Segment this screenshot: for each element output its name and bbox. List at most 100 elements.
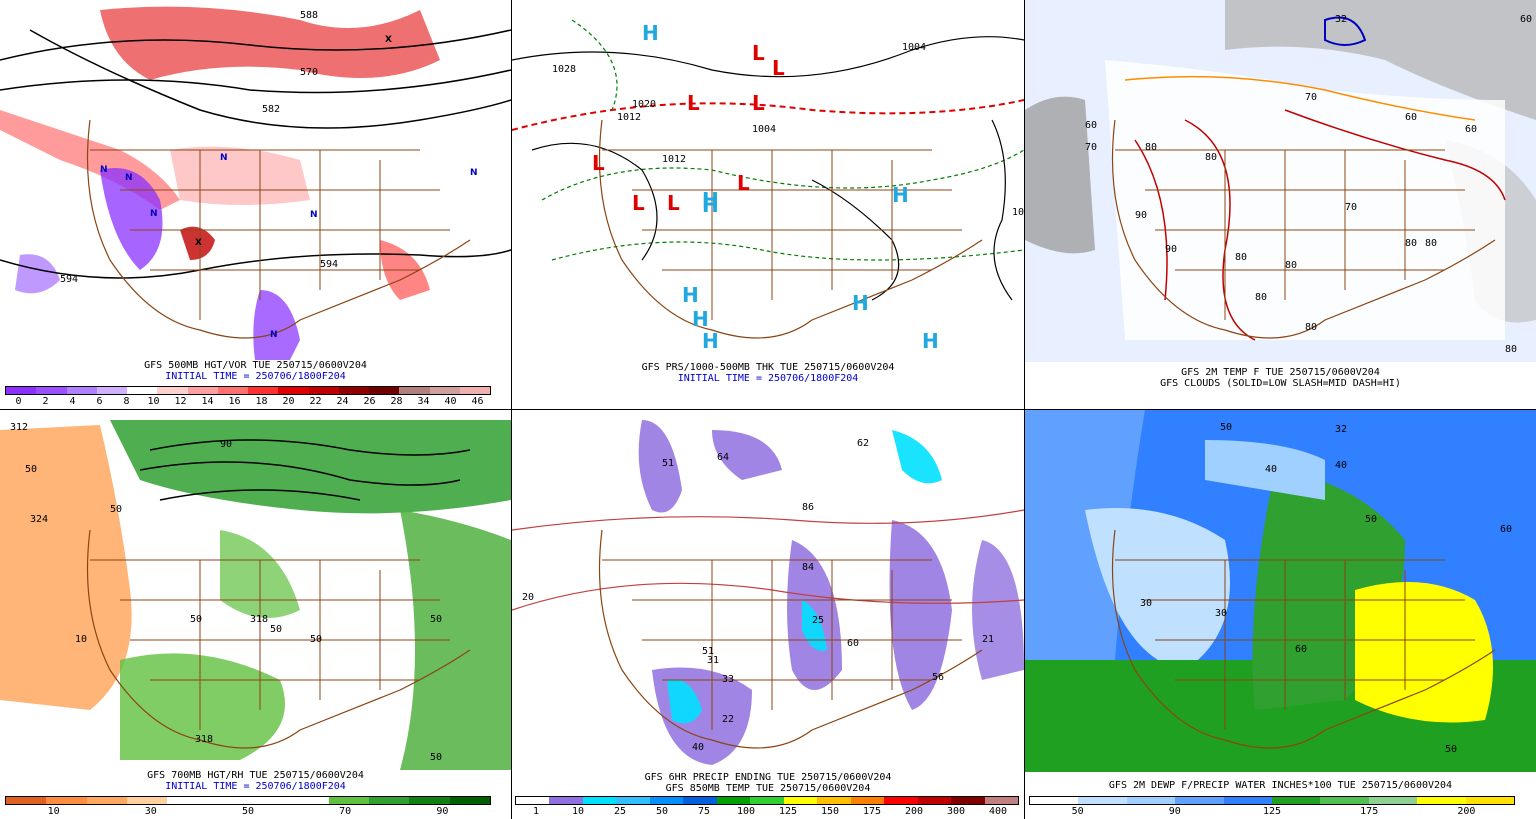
contour-label: 70 — [1345, 202, 1357, 213]
contour-label: 60 — [1500, 524, 1512, 535]
colorbar-tick-label: 1 — [532, 806, 540, 817]
colorbar-swatch — [817, 797, 851, 804]
colorbar-swatch — [549, 797, 583, 804]
colorbar-swatch — [1078, 797, 1127, 804]
colorbar-swatch — [46, 797, 87, 804]
contour-label: 80 — [1145, 142, 1157, 153]
low-pressure-marker: L — [632, 191, 645, 215]
map-symbol: N — [125, 173, 133, 183]
contour-label: 51 — [662, 458, 674, 469]
contour-label: 62 — [857, 438, 869, 449]
colorbar-swatch — [1417, 797, 1466, 804]
caption-line-2: INITIAL TIME = 250706/1800F204 — [165, 371, 346, 382]
colorbar-swatch — [217, 387, 248, 394]
caption-line-1: GFS 6HR PRECIP ENDING TUE 250715/0600V20… — [644, 772, 892, 783]
colorbar-swatch — [328, 797, 369, 804]
contour-label: 60 — [1520, 14, 1532, 25]
colorbar-swatch — [66, 387, 97, 394]
colorbar-ticks: 0 2 4 6 8 10 12 14 16 18 20 22 24 26 28 34 40 46 — [5, 396, 491, 408]
colorbar-tick-label: 125 — [778, 806, 798, 817]
contour-label: 1012 — [617, 112, 641, 123]
colorbar-swatch — [429, 387, 460, 394]
caption-line-1: GFS 2M TEMP F TUE 250715/0600V204 — [1181, 367, 1380, 378]
contour-label: 90 — [1165, 244, 1177, 255]
colorbar-tick-label: 16 — [228, 396, 241, 407]
high-pressure-marker: H — [682, 283, 699, 307]
caption-line-2: GFS CLOUDS (SOLID=LOW SLASH=MID DASH=HI) — [1160, 378, 1401, 389]
colorbar-tick-label: 30 — [144, 806, 157, 817]
contour-label: 80 — [1255, 292, 1267, 303]
contour-label: 25 — [812, 615, 824, 626]
contour-label: 70 — [1305, 92, 1317, 103]
colorbar-swatch — [1320, 797, 1369, 804]
contour-label: 86 — [802, 502, 814, 513]
low-pressure-marker: L — [592, 151, 605, 175]
contour-label: 50 — [25, 464, 37, 475]
contour-label: 30 — [1215, 608, 1227, 619]
map-symbol: N — [470, 168, 478, 178]
caption-line-2: INITIAL TIME = 250706/1800F204 — [165, 781, 346, 792]
colorbar-tick-label: 8 — [123, 396, 130, 407]
contour-label: 50 — [1365, 514, 1377, 525]
contour-label: 60 — [1465, 124, 1477, 135]
colorbar-swatch — [157, 387, 188, 394]
panel-divider-horizontal — [0, 409, 1536, 410]
colorbar-swatch — [6, 797, 47, 804]
contour-label: 50 — [270, 624, 282, 635]
caption-line-2: GFS 850MB TEMP TUE 250715/0600V204 — [665, 783, 871, 794]
caption-line-1: GFS PRS/1000-500MB THK TUE 250715/0600V2… — [641, 362, 895, 373]
contour-label: 594 — [60, 274, 78, 285]
colorbar-tick-label: 26 — [363, 396, 376, 407]
colorbar-ticks: 1 10 25 50 75 100 125 150 175 200 300 400 — [515, 806, 1019, 818]
colorbar-swatch — [127, 387, 158, 394]
colorbar-tick-label: 4 — [69, 396, 76, 407]
contour-label: 51 — [702, 646, 714, 657]
colorbar-swatch — [409, 797, 450, 804]
colorbar-tick-label: 14 — [201, 396, 214, 407]
colorbar-swatch — [399, 387, 430, 394]
contour-label: 56 — [932, 672, 944, 683]
contour-label: 60 — [1405, 112, 1417, 123]
panel-500mb-vorticity: 588 570 582 594 594 N N N N N N N X X GFS 500MB HGT/V… — [0, 0, 511, 409]
map-symbol: N — [150, 209, 158, 219]
colorbar-swatch — [1368, 797, 1418, 804]
colorbar-swatch — [750, 797, 784, 804]
contour-label: 80 — [1285, 260, 1297, 271]
contour-label: 60 — [1085, 120, 1097, 131]
contour-label: 1020 — [1012, 207, 1024, 218]
colorbar-swatch — [369, 387, 400, 394]
colorbar — [1029, 796, 1515, 805]
contour-label: 32 — [1335, 14, 1347, 25]
colorbar-tick-label: 75 — [697, 806, 711, 817]
colorbar — [5, 386, 491, 395]
colorbar-tick-label: 22 — [309, 396, 322, 407]
colorbar-tick-label: 100 — [736, 806, 756, 817]
low-pressure-marker: L — [667, 191, 680, 215]
colorbar-tick-label: 46 — [471, 396, 484, 407]
contour-label: 21 — [982, 634, 994, 645]
map-symbol: X — [385, 35, 392, 45]
contour-label: 10 — [75, 634, 87, 645]
contour-label: 40 — [1335, 460, 1347, 471]
low-pressure-marker: L — [752, 91, 765, 115]
contour-label: 1004 — [752, 124, 776, 135]
colorbar-swatch — [248, 387, 279, 394]
contour-label: 50 — [110, 504, 122, 515]
high-pressure-marker: H — [702, 193, 719, 217]
map-symbol: N — [270, 330, 278, 340]
colorbar-swatch — [917, 797, 952, 804]
contour-label: 31 — [707, 655, 719, 666]
colorbar-tick-label: 50 — [655, 806, 669, 817]
colorbar-swatch — [278, 387, 309, 394]
colorbar-ticks: 50 90 125 175 200 — [1029, 806, 1515, 818]
colorbar-swatch — [126, 797, 168, 804]
colorbar-swatch — [1272, 797, 1321, 804]
contour-label: 60 — [847, 638, 859, 649]
colorbar-tick-label: 24 — [336, 396, 349, 407]
colorbar-swatch — [187, 387, 218, 394]
low-pressure-marker: L — [772, 56, 785, 80]
colorbar-swatch — [951, 797, 985, 804]
colorbar-swatch — [459, 387, 490, 394]
